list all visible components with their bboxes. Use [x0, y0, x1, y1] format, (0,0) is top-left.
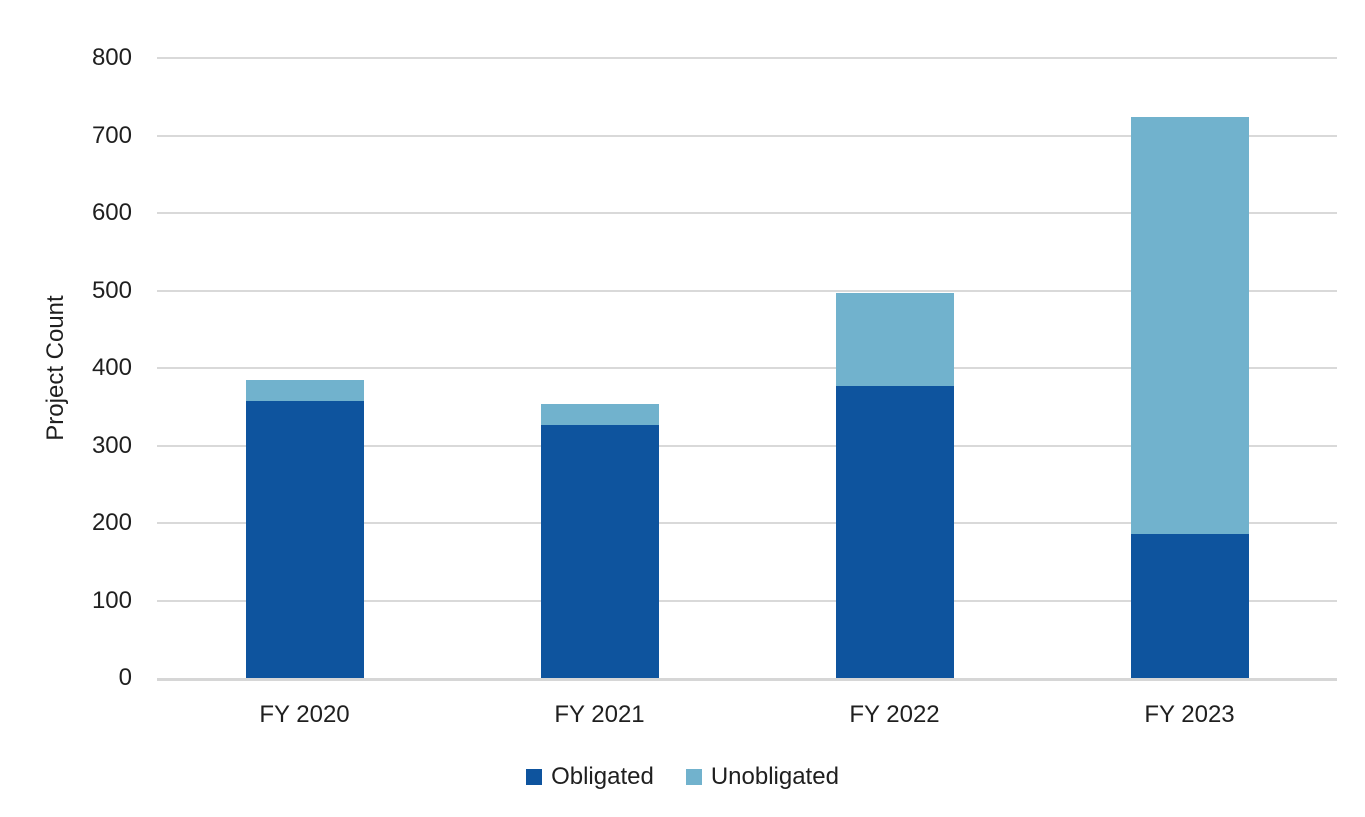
- gridline-600: [157, 212, 1337, 214]
- y-tick-label-400: 400: [91, 354, 132, 381]
- bar-segment-unobligated-fy-2020: [245, 379, 364, 402]
- legend: Obligated Unobligated: [0, 764, 1365, 790]
- y-tick-label-300: 300: [91, 431, 132, 459]
- y-tick-label-800: 800: [91, 44, 132, 71]
- gridline-300: [157, 444, 1337, 447]
- legend-label-obligated: Obligated: [551, 763, 654, 790]
- bar-segment-obligated-fy-2020: [245, 401, 364, 678]
- y-tick-label-0: 0: [118, 664, 132, 691]
- legend-item-unobligated: Unobligated: [685, 763, 839, 790]
- x-axis-line: [157, 678, 1337, 681]
- bar-segment-obligated-fy-2022: [835, 385, 954, 678]
- gridline-800: [157, 57, 1337, 59]
- bar-segment-unobligated-fy-2023: [1130, 116, 1249, 534]
- x-tick-label-fy-2022: FY 2022: [849, 701, 940, 728]
- obligated-swatch-icon: [526, 769, 543, 785]
- y-tick-label-500: 500: [91, 276, 132, 304]
- gridline-500: [157, 289, 1337, 292]
- bar-segment-unobligated-fy-2021: [540, 404, 659, 425]
- bar-segment-obligated-fy-2023: [1130, 533, 1249, 678]
- legend-item-obligated: Obligated: [526, 764, 654, 790]
- bar-segment-unobligated-fy-2022: [835, 292, 954, 386]
- y-tick-label-700: 700: [91, 121, 132, 149]
- gridline-100: [157, 599, 1337, 602]
- gridline-700: [157, 134, 1337, 137]
- gridline-400: [157, 367, 1337, 369]
- x-tick-label-fy-2021: FY 2021: [554, 701, 645, 728]
- x-tick-label-fy-2023: FY 2023: [1144, 701, 1235, 728]
- x-tick-label-fy-2020: FY 2020: [259, 701, 350, 728]
- y-tick-label-100: 100: [91, 586, 132, 614]
- gridline-200: [157, 522, 1337, 524]
- legend-label-unobligated: Unobligated: [710, 763, 839, 790]
- unobligated-swatch-icon: [685, 769, 702, 785]
- y-tick-label-200: 200: [91, 509, 132, 536]
- y-tick-label-600: 600: [91, 199, 132, 226]
- bar-segment-obligated-fy-2021: [540, 424, 659, 678]
